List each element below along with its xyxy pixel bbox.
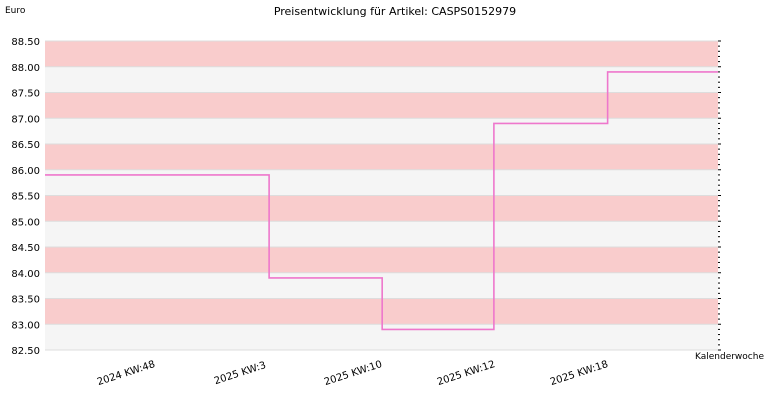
grid-band xyxy=(45,169,718,196)
x-tick-label: 2025 KW:3 xyxy=(213,360,268,387)
x-axis-ticks: 2024 KW:48 2025 KW:3 2025 KW:10 2025 KW:12 2… xyxy=(96,359,610,388)
grid-band xyxy=(45,221,718,247)
y-tick-label: 86.00 xyxy=(11,166,40,177)
grid-band xyxy=(45,118,718,144)
y-axis-label: Euro xyxy=(5,6,26,16)
y-tick-label: 82.50 xyxy=(11,346,40,357)
chart-title: Preisentwicklung für Artikel: CASPS01529… xyxy=(274,5,516,18)
series-group xyxy=(45,71,718,331)
y-tick-label: 87.00 xyxy=(11,114,40,125)
y-tick-label: 85.00 xyxy=(11,217,40,228)
x-axis-label: Kalenderwoche xyxy=(695,352,764,362)
y-tick-label: 83.50 xyxy=(11,295,40,306)
x-tick-label: 2025 KW:10 xyxy=(323,359,384,388)
y-tick-label: 84.50 xyxy=(11,243,40,254)
y-tick-label: 88.00 xyxy=(11,63,40,74)
y-tick-label: 85.50 xyxy=(11,192,40,203)
x-tick-label: 2024 KW:48 xyxy=(96,359,157,388)
grid-band xyxy=(45,41,718,67)
x-tick-label: 2025 KW:18 xyxy=(549,359,610,388)
grid-band xyxy=(45,144,718,170)
y-tick-label: 83.00 xyxy=(11,320,40,331)
price-series-line xyxy=(45,71,718,331)
y-tick-label: 84.00 xyxy=(11,269,40,280)
right-axis-ticks xyxy=(718,40,721,351)
y-axis-ticks: 82.50 83.00 83.50 84.00 84.50 85.00 85.50 86.00… xyxy=(11,37,40,357)
grid-band xyxy=(45,92,718,119)
grid-band xyxy=(45,66,718,93)
y-tick-label: 86.50 xyxy=(11,140,40,151)
y-tick-label: 87.50 xyxy=(11,89,40,100)
y-tick-label: 88.50 xyxy=(11,37,40,48)
grid-band xyxy=(45,195,718,222)
grid-band xyxy=(45,247,718,273)
x-tick-label: 2025 KW:12 xyxy=(436,359,497,388)
